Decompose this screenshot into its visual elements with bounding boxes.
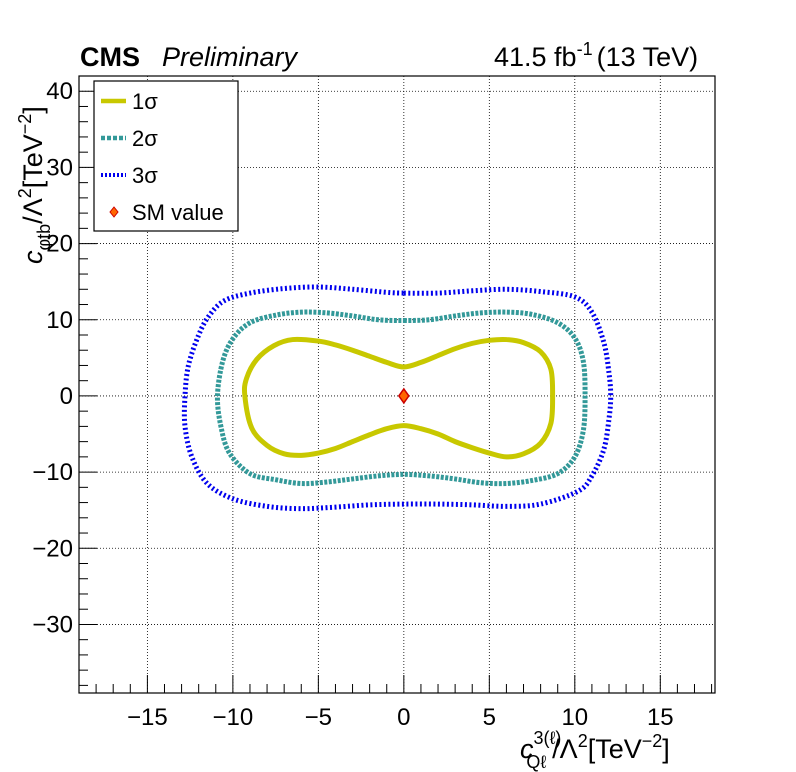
legend-swatch-sm-value — [109, 206, 119, 218]
legend-label-3sigma: 3σ — [132, 163, 158, 188]
legend-label-1sigma: 1σ — [132, 89, 158, 114]
y-axis-label: cφtb/Λ2[TeV−2] — [15, 106, 54, 264]
sm-value-marker — [397, 387, 410, 405]
y-tick-label: 30 — [46, 154, 73, 181]
legend: 1σ 2σ 3σ SM value — [93, 80, 239, 232]
axis-tick-labels: −15 −10 −5 0 5 10 15 −30 −20 −10 0 10 20 30 40 — [32, 78, 673, 731]
x-tick-label: 0 — [397, 704, 410, 731]
x-tick-label: −10 — [213, 704, 254, 731]
legend-label-sm-value: SM value — [132, 200, 224, 225]
series-layer — [181, 284, 614, 512]
axis-ticks — [78, 75, 713, 693]
x-tick-label: 15 — [647, 704, 674, 731]
x-axis-label: c3(ℓ) Qℓ/Λ2[TeV−2] — [520, 728, 670, 772]
y-tick-label: 40 — [46, 78, 73, 105]
y-tick-label: −30 — [32, 611, 73, 638]
contour-2sigma — [214, 309, 588, 487]
cms-label: CMS — [80, 42, 140, 72]
x-tick-label: −5 — [305, 704, 332, 731]
luminosity-label: 41.5 fb-1 (13 TeV) — [494, 39, 698, 72]
plot-frame-rect — [78, 75, 716, 694]
y-tick-label: 0 — [60, 383, 73, 410]
x-tick-label: 5 — [483, 704, 496, 731]
y-tick-label: −20 — [32, 535, 73, 562]
legend-box — [93, 80, 239, 232]
plot-frame — [78, 75, 716, 694]
preliminary-label: Preliminary — [162, 42, 299, 72]
y-tick-label: 10 — [46, 307, 73, 334]
contour-1sigma — [241, 336, 556, 460]
legend-label-2sigma: 2σ — [132, 126, 158, 151]
x-tick-label: 10 — [561, 704, 588, 731]
y-tick-label: 20 — [46, 231, 73, 258]
x-tick-label: −15 — [127, 704, 168, 731]
y-tick-label: −10 — [32, 459, 73, 486]
